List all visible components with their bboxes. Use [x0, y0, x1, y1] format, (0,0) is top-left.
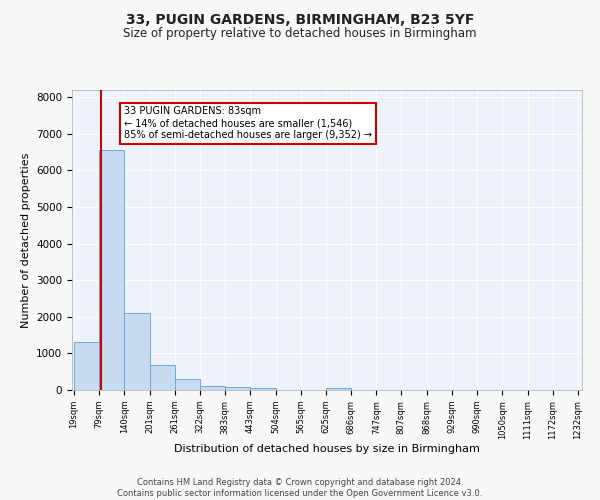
Bar [175, 379, 200, 390]
Bar [200, 386, 225, 390]
Bar [99, 150, 124, 390]
Bar [326, 388, 351, 390]
Bar [149, 365, 175, 390]
X-axis label: Distribution of detached houses by size in Birmingham: Distribution of detached houses by size … [174, 444, 480, 454]
Bar [74, 342, 99, 390]
Y-axis label: Number of detached properties: Number of detached properties [20, 152, 31, 328]
Text: Contains HM Land Registry data © Crown copyright and database right 2024.
Contai: Contains HM Land Registry data © Crown c… [118, 478, 482, 498]
Text: 33 PUGIN GARDENS: 83sqm
← 14% of detached houses are smaller (1,546)
85% of semi: 33 PUGIN GARDENS: 83sqm ← 14% of detache… [124, 106, 373, 140]
Text: Size of property relative to detached houses in Birmingham: Size of property relative to detached ho… [123, 28, 477, 40]
Text: 33, PUGIN GARDENS, BIRMINGHAM, B23 5YF: 33, PUGIN GARDENS, BIRMINGHAM, B23 5YF [126, 12, 474, 26]
Bar [225, 388, 250, 390]
Bar [124, 313, 149, 390]
Bar [250, 388, 275, 390]
